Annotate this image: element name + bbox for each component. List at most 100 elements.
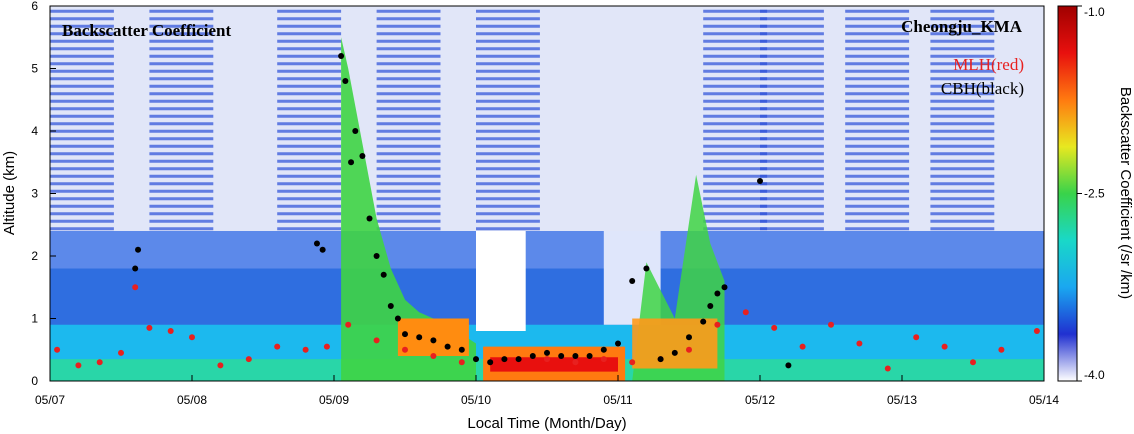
heatmap-stripe xyxy=(476,212,540,216)
mlh-point xyxy=(75,362,82,369)
heatmap-stripe xyxy=(476,122,540,126)
heatmap-stripe xyxy=(50,47,114,51)
cbh-point xyxy=(529,353,536,359)
cbh-point xyxy=(380,271,387,278)
mlh-point xyxy=(856,340,863,347)
heatmap-stripe xyxy=(476,204,540,208)
heatmap-stripe xyxy=(930,197,995,201)
cbh-point xyxy=(319,246,326,253)
heatmap-stripe xyxy=(476,167,540,171)
heatmap-stripe xyxy=(476,114,540,118)
heatmap-stripe xyxy=(277,174,342,178)
heatmap-upper-band xyxy=(476,6,618,231)
heatmap-stripe xyxy=(50,212,114,216)
heatmap-stripe xyxy=(149,159,214,163)
heatmap-stripe xyxy=(703,84,768,88)
heatmap-stripe xyxy=(277,114,342,118)
heatmap-stripe xyxy=(476,189,540,193)
heatmap-stripe xyxy=(376,204,441,208)
heatmap-stripe xyxy=(277,159,342,163)
heatmap-stripe xyxy=(149,144,214,148)
heatmap-stripe xyxy=(50,219,114,223)
heatmap-stripe xyxy=(476,17,540,21)
heatmap-stripe xyxy=(760,189,824,193)
heatmap-stripe xyxy=(149,189,214,193)
heatmap-stripe xyxy=(845,174,910,178)
cbh-point xyxy=(458,346,465,353)
heatmap-stripe xyxy=(760,54,824,58)
mlh-point xyxy=(799,343,806,350)
heatmap-stripe xyxy=(376,62,441,66)
heatmap-stripe xyxy=(703,182,768,186)
heatmap-stripe xyxy=(376,69,441,73)
heatmap-stripe xyxy=(277,204,342,208)
heatmap-stripe xyxy=(149,212,214,216)
heatmap-upper-band xyxy=(192,6,334,231)
heatmap-stripe xyxy=(845,122,910,126)
heatmap-stripe xyxy=(149,137,214,141)
heatmap-stripe xyxy=(149,54,214,58)
heatmap-stripe xyxy=(376,212,441,216)
heatmap-stripe xyxy=(845,47,910,51)
heatmap-stripe xyxy=(760,114,824,118)
cbh-point xyxy=(348,159,355,166)
heatmap-hot-core xyxy=(490,357,618,372)
y-tick-label: 2 xyxy=(31,249,38,263)
heatmap-stripe xyxy=(760,62,824,66)
heatmap-stripe xyxy=(277,39,342,43)
heatmap-stripe xyxy=(845,84,910,88)
heatmap-upper-band xyxy=(50,6,192,231)
heatmap-stripe xyxy=(760,159,824,163)
heatmap-stripe xyxy=(476,107,540,111)
heatmap-stripe xyxy=(930,114,995,118)
heatmap-stripe xyxy=(149,122,214,126)
cbh-point xyxy=(600,346,607,353)
heatmap-stripe xyxy=(149,99,214,103)
heatmap-stripe xyxy=(760,84,824,88)
heatmap-stripe xyxy=(845,204,910,208)
heatmap-stripe xyxy=(845,144,910,148)
mlh-point xyxy=(1033,328,1040,334)
heatmap-stripe xyxy=(476,129,540,133)
cbh-point xyxy=(657,356,664,363)
mlh-point xyxy=(96,359,103,366)
heatmap-stripe xyxy=(930,204,995,208)
x-tick-label: 05/07 xyxy=(35,393,65,407)
heatmap-stripe xyxy=(376,114,441,118)
heatmap-stripe xyxy=(376,129,441,133)
mlh-point xyxy=(600,356,607,363)
heatmap-stripe xyxy=(760,144,824,148)
heatmap-stripe xyxy=(50,137,114,141)
heatmap-stripe xyxy=(476,174,540,178)
heatmap-stripe xyxy=(476,219,540,223)
heatmap-stripe xyxy=(50,167,114,171)
heatmap-stripe xyxy=(760,182,824,186)
heatmap-stripe xyxy=(930,137,995,141)
heatmap-stripe xyxy=(845,54,910,58)
heatmap-stripe xyxy=(376,174,441,178)
heatmap-stripe xyxy=(845,24,910,28)
y-axis-ticks: 0 1 2 3 4 5 6 xyxy=(31,0,56,388)
heatmap-stripe xyxy=(930,182,995,186)
heatmap-stripe xyxy=(760,92,824,96)
heatmap-stripe xyxy=(845,32,910,36)
heatmap-stripe xyxy=(703,122,768,126)
heatmap-stripe xyxy=(50,9,114,13)
mlh-point xyxy=(54,346,61,353)
heatmap-stripe xyxy=(930,54,995,58)
heatmap-stripe xyxy=(277,189,342,193)
heatmap-stripe xyxy=(277,197,342,201)
heatmap-stripe xyxy=(930,24,995,28)
y-axis-title: Altitude (km) xyxy=(1,151,18,235)
colorbar-title: Backscatter Coefficient (/sr /km) xyxy=(1117,87,1134,299)
heatmap-stripe xyxy=(845,114,910,118)
heatmap-stripe xyxy=(703,152,768,156)
heatmap-stripe xyxy=(277,9,342,13)
heatmap-stripe xyxy=(930,47,995,51)
heatmap-stripe xyxy=(277,107,342,111)
heatmap-stripe xyxy=(149,219,214,223)
heatmap-stripe xyxy=(760,122,824,126)
mlh-point xyxy=(274,343,281,350)
mlh-point xyxy=(970,359,976,366)
cbh-point xyxy=(686,334,692,341)
